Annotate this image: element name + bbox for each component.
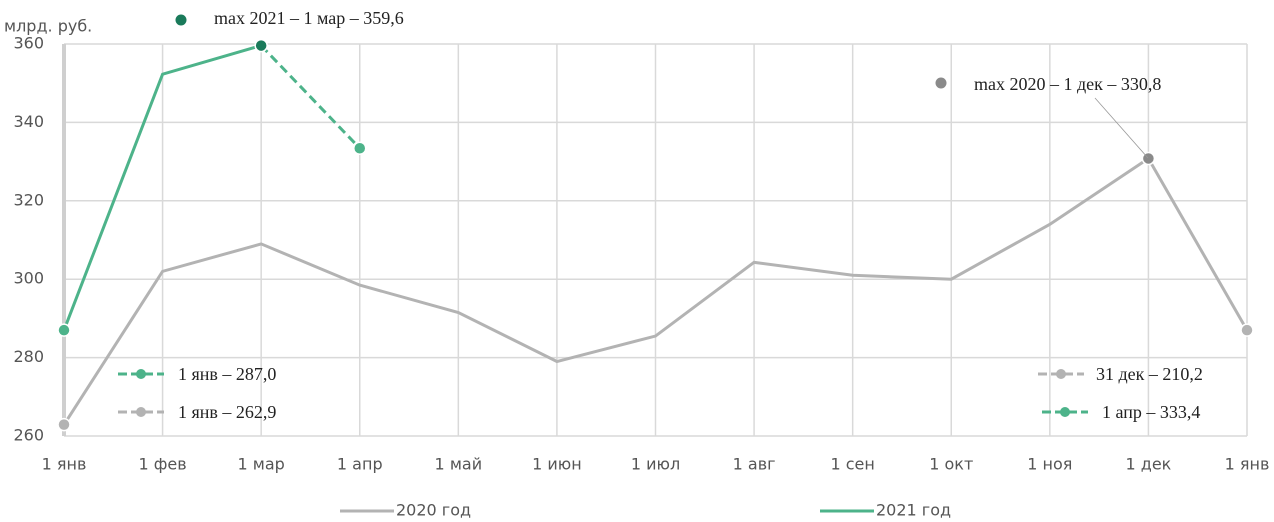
x-tick-label: 1 сен xyxy=(830,455,874,474)
annotation: 1 янв – 287,0 xyxy=(178,364,276,384)
point-marker xyxy=(254,38,268,53)
point-marker xyxy=(57,323,71,337)
y-tick-label: 260 xyxy=(13,426,44,445)
x-tick-label: 1 янв xyxy=(42,455,87,474)
x-tick-label: 1 дек xyxy=(1125,455,1171,474)
annotation: max 2021 – 1 мар – 359,6 xyxy=(214,8,404,28)
legend-label: 2020 год xyxy=(396,501,471,520)
y-axis-label: млрд. руб. xyxy=(4,17,92,36)
series-line xyxy=(62,156,1249,426)
x-tick-label: 1 июл xyxy=(631,455,680,474)
x-tick-label: 1 мар xyxy=(238,455,285,474)
x-tick-label: 1 авг xyxy=(733,455,776,474)
annotation-icons xyxy=(118,14,1149,417)
series-line xyxy=(62,44,262,331)
x-tick-label: 1 окт xyxy=(929,455,973,474)
y-tick-label: 320 xyxy=(13,190,44,209)
annotation: 31 дек – 210,2 xyxy=(1096,364,1203,384)
point-marker xyxy=(57,417,71,432)
legend-label: 2021 год xyxy=(876,501,951,520)
annotation: max 2020 – 1 дек – 330,8 xyxy=(974,74,1161,94)
x-tick-label: 1 ноя xyxy=(1027,455,1072,474)
point-marker xyxy=(353,141,367,156)
x-tick-label: 1 июн xyxy=(532,455,582,474)
annotation: 1 янв – 262,9 xyxy=(178,402,276,422)
y-tick-label: 300 xyxy=(13,269,44,288)
x-tick-label: 1 янв xyxy=(1225,455,1270,474)
series-line-dashed xyxy=(260,44,361,150)
annotation: 1 апр – 333,4 xyxy=(1102,402,1200,422)
y-tick-label: 280 xyxy=(13,347,44,366)
x-tick-label: 1 май xyxy=(435,455,483,474)
y-tick-label: 360 xyxy=(13,34,44,53)
x-tick-label: 1 фев xyxy=(138,455,186,474)
point-marker xyxy=(1240,323,1254,337)
x-tick-label: 1 апр xyxy=(337,455,383,474)
y-tick-label: 340 xyxy=(13,112,44,131)
